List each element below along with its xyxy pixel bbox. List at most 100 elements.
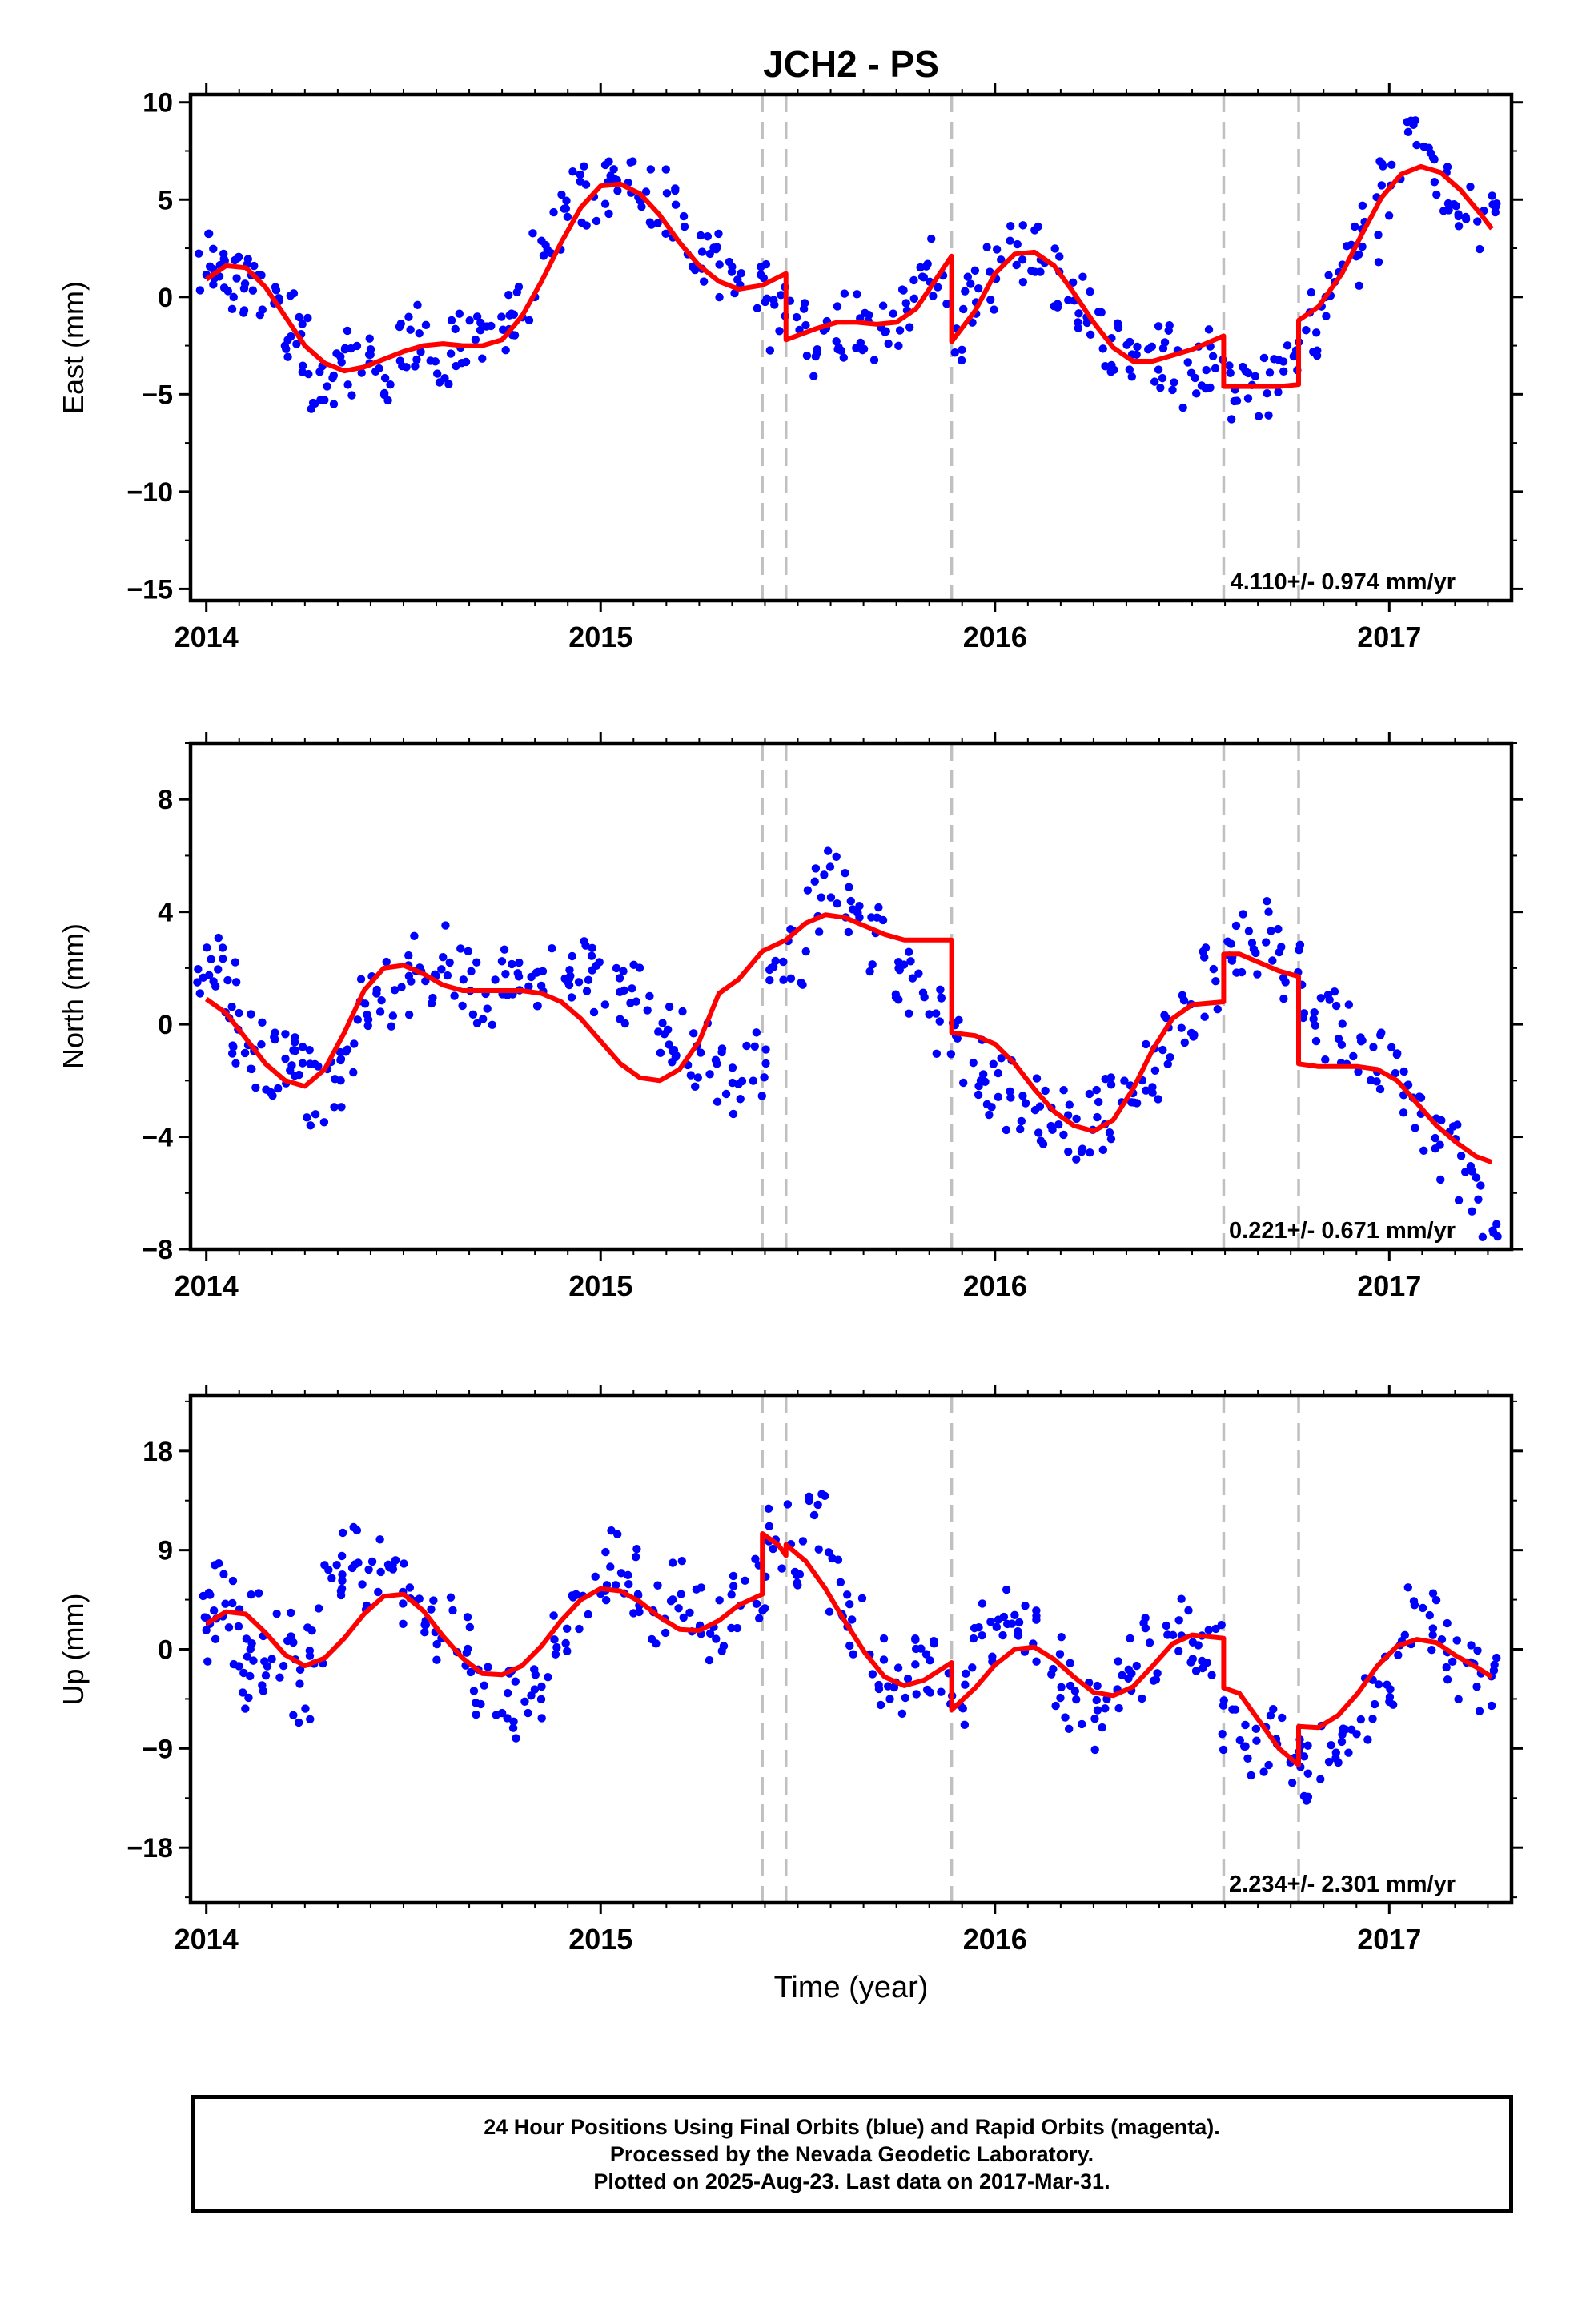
data-point (857, 1594, 867, 1603)
data-point (611, 1581, 620, 1590)
data-point (294, 1718, 303, 1727)
data-point (1370, 1699, 1379, 1709)
data-point (959, 304, 968, 314)
data-point (410, 931, 419, 941)
data-point (814, 1545, 823, 1554)
data-point (1227, 939, 1235, 948)
data-point (728, 1063, 737, 1072)
data-point (1468, 1167, 1476, 1176)
data-point (1338, 1019, 1347, 1028)
data-point (503, 1688, 512, 1698)
data-point (1403, 127, 1413, 137)
data-point (399, 1599, 408, 1608)
data-point (677, 1590, 685, 1598)
data-point (380, 373, 390, 383)
data-point (727, 1590, 736, 1599)
data-point (576, 177, 584, 186)
data-point (240, 1048, 250, 1058)
data-point (809, 1510, 819, 1520)
data-point (377, 996, 386, 1005)
data-point (832, 336, 841, 346)
data-point (576, 170, 584, 179)
data-point (1443, 199, 1453, 208)
data-point (1399, 1108, 1408, 1117)
data-point (235, 1008, 243, 1018)
y-tick-label: 4 (158, 898, 173, 928)
data-point (841, 869, 849, 878)
data-point (935, 1017, 944, 1026)
data-point (1428, 1589, 1438, 1598)
data-point (1206, 383, 1215, 392)
data-point (227, 304, 237, 314)
data-point (911, 1644, 921, 1654)
data-point (811, 864, 821, 873)
data-point (1166, 1052, 1174, 1062)
data-point (1203, 1658, 1211, 1667)
x-tick-label: 2016 (963, 1269, 1027, 1302)
data-point (679, 211, 689, 221)
data-point (472, 1019, 482, 1027)
data-point (974, 1090, 983, 1100)
data-point (1016, 1124, 1025, 1134)
data-point (254, 1589, 263, 1598)
data-point (214, 933, 223, 943)
data-point (515, 958, 524, 967)
data-point (1263, 388, 1271, 398)
data-point (231, 978, 241, 987)
data-point (1211, 364, 1220, 373)
data-point (889, 309, 897, 318)
data-point (1403, 1080, 1413, 1089)
data-point (709, 243, 718, 252)
data-point (715, 292, 724, 302)
data-point (1241, 1742, 1250, 1751)
data-point (1145, 1638, 1154, 1647)
data-point (1269, 1704, 1278, 1714)
data-point (484, 1663, 492, 1671)
data-point (793, 1578, 801, 1587)
data-point (736, 1095, 745, 1104)
data-point (1168, 1630, 1178, 1640)
data-point (301, 1704, 310, 1713)
data-point (1368, 1715, 1377, 1723)
data-point (685, 1608, 694, 1617)
data-point (1428, 1630, 1437, 1639)
data-point (1158, 1045, 1167, 1055)
data-point (1034, 1128, 1043, 1137)
data-point (560, 204, 568, 213)
data-point (308, 398, 318, 408)
data-point (1201, 943, 1211, 952)
data-point (412, 355, 421, 364)
data-point (1191, 1667, 1201, 1675)
data-point (441, 921, 450, 930)
data-point (817, 893, 825, 902)
data-point (632, 1545, 641, 1554)
data-point (421, 320, 431, 330)
data-point (1211, 976, 1220, 986)
data-point (1344, 1748, 1353, 1757)
data-point (229, 1659, 239, 1669)
data-point (1377, 181, 1387, 190)
data-point (1299, 1752, 1309, 1761)
data-point (1068, 278, 1078, 287)
data-point (1126, 1634, 1134, 1643)
data-point (289, 1711, 298, 1719)
data-point (580, 937, 588, 946)
data-point (992, 1622, 1001, 1632)
data-point (1194, 1641, 1203, 1650)
data-point (1252, 1736, 1261, 1745)
data-point (360, 999, 370, 1008)
data-point (463, 1613, 472, 1622)
data-point (257, 271, 266, 279)
data-point (653, 219, 662, 227)
data-point (1158, 373, 1167, 383)
data-point (849, 1650, 857, 1659)
data-point (238, 1688, 247, 1697)
data-point (323, 382, 331, 391)
data-point (936, 985, 945, 995)
data-point (754, 1614, 764, 1623)
data-point (779, 975, 788, 984)
data-point (661, 1628, 670, 1638)
model-line (204, 163, 1494, 389)
data-point (1204, 1626, 1213, 1634)
data-point (1055, 252, 1064, 261)
